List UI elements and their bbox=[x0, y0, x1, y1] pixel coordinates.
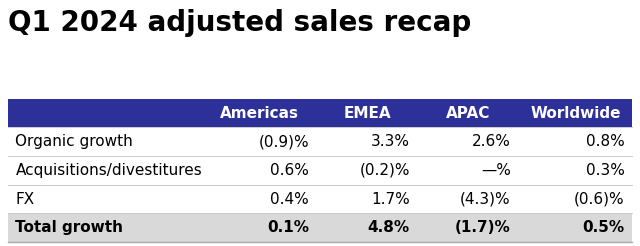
Text: EMEA: EMEA bbox=[343, 106, 391, 121]
Text: (0.6)%: (0.6)% bbox=[574, 192, 625, 207]
Text: 4.8%: 4.8% bbox=[368, 220, 410, 235]
Text: —%: —% bbox=[481, 163, 511, 178]
Text: 3.3%: 3.3% bbox=[371, 134, 410, 149]
Text: Acquisitions/divestitures: Acquisitions/divestitures bbox=[15, 163, 202, 178]
Text: APAC: APAC bbox=[446, 106, 490, 121]
Text: 0.4%: 0.4% bbox=[270, 192, 309, 207]
Text: 2.6%: 2.6% bbox=[472, 134, 511, 149]
Text: Organic growth: Organic growth bbox=[15, 134, 133, 149]
Text: 0.8%: 0.8% bbox=[586, 134, 625, 149]
Text: (0.9)%: (0.9)% bbox=[259, 134, 309, 149]
Text: Total growth: Total growth bbox=[15, 220, 124, 235]
Text: Q1 2024 adjusted sales recap: Q1 2024 adjusted sales recap bbox=[8, 9, 471, 37]
Text: Americas: Americas bbox=[220, 106, 300, 121]
Text: (4.3)%: (4.3)% bbox=[460, 192, 511, 207]
Text: 0.5%: 0.5% bbox=[582, 220, 625, 235]
Text: 1.7%: 1.7% bbox=[371, 192, 410, 207]
Text: 0.3%: 0.3% bbox=[586, 163, 625, 178]
Text: 0.1%: 0.1% bbox=[267, 220, 309, 235]
Text: 0.6%: 0.6% bbox=[270, 163, 309, 178]
Text: (0.2)%: (0.2)% bbox=[360, 163, 410, 178]
Text: Worldwide: Worldwide bbox=[530, 106, 621, 121]
Text: (1.7)%: (1.7)% bbox=[455, 220, 511, 235]
Text: FX: FX bbox=[15, 192, 35, 207]
